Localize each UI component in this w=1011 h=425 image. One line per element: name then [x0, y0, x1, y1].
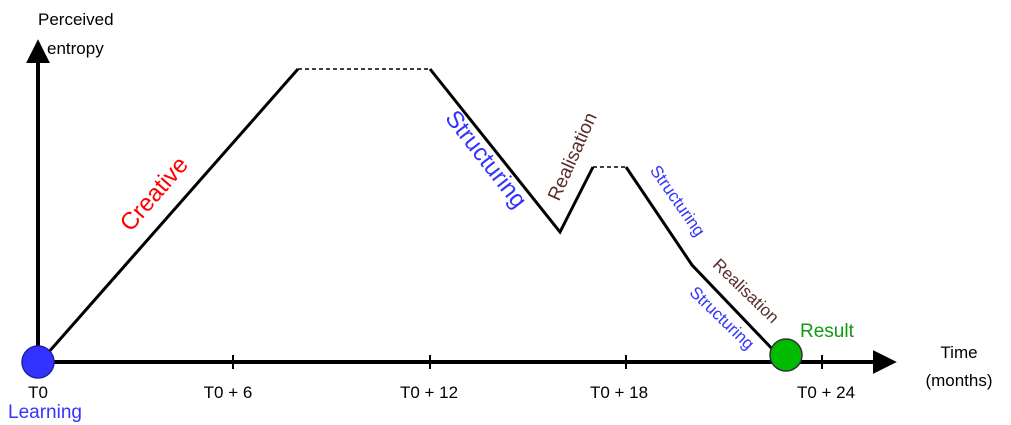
tick-label-t0-12: T0 + 12: [400, 383, 458, 402]
entropy-curve-solid-2: [428, 68, 595, 235]
y-axis-label-line2: entropy: [47, 39, 104, 58]
entropy-curve-solid-3: [624, 166, 780, 357]
phase-label-realisation-1: Realisation: [544, 110, 601, 204]
tick-label-t0: T0: [28, 383, 48, 402]
result-point-dot: [769, 338, 803, 372]
phase-label-structuring-1: Structuring: [440, 105, 533, 213]
y-axis-label-line1: Perceived: [38, 10, 114, 29]
entropy-curve-solid-1: [38, 68, 300, 363]
learning-label: Learning: [8, 402, 82, 423]
tick-label-t0-6: T0 + 6: [204, 383, 253, 402]
result-label: Result: [800, 321, 855, 342]
phase-label-creative: Creative: [115, 151, 194, 236]
phase-label-structuring-2: Structuring: [646, 162, 709, 240]
tick-label-t0-18: T0 + 18: [590, 383, 648, 402]
x-axis-label-line2: (months): [925, 371, 992, 390]
tick-label-t0-24: T0 + 24: [797, 383, 855, 402]
x-axis-label-line1: Time: [940, 343, 977, 362]
start-point-dot: [21, 345, 55, 379]
